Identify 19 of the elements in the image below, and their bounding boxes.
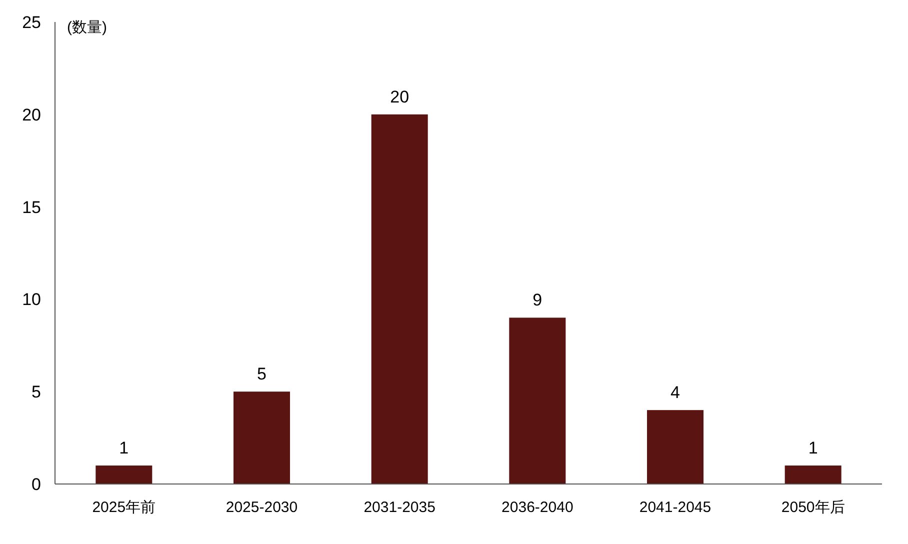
x-tick-label: 2050年后 [781, 499, 845, 516]
x-tick-label: 2031-2035 [364, 499, 436, 516]
y-axis-title: (数量) [67, 19, 107, 36]
y-tick-label: 0 [32, 475, 41, 494]
y-tick-label: 25 [22, 13, 41, 32]
data-label: 4 [670, 383, 680, 402]
x-tick-label: 2036-2040 [502, 499, 574, 516]
data-label: 1 [119, 438, 129, 458]
y-tick-label: 20 [22, 105, 41, 124]
y-tick-label: 5 [32, 382, 41, 402]
y-tick-label: 10 [22, 290, 41, 310]
x-tick-label: 2025年前 [92, 499, 156, 516]
x-tick-label: 2041-2045 [639, 499, 712, 516]
data-label: 1 [808, 438, 818, 458]
y-tick-label: 15 [22, 198, 41, 217]
data-label: 9 [532, 290, 542, 310]
x-tick-label: 2025-2030 [226, 499, 298, 516]
data-label: 5 [257, 364, 266, 384]
data-label: 20 [390, 87, 410, 106]
